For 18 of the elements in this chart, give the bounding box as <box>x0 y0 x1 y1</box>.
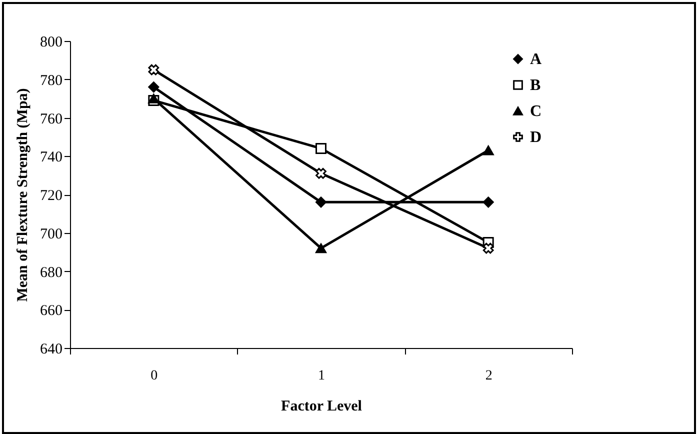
x-axis-title: Factor Level <box>281 398 362 414</box>
y-tick-label: 780 <box>40 72 62 89</box>
y-tick-label: 740 <box>40 150 62 166</box>
y-axis-title: Mean of Flexture Strength (Mpa) <box>15 88 31 302</box>
y-tick-label: 800 <box>40 34 62 50</box>
x-tick-label: 1 <box>318 368 325 384</box>
legend-label: A <box>530 51 542 68</box>
legend-label: D <box>530 129 542 146</box>
legend-label: C <box>530 103 542 120</box>
x-tick-label: 2 <box>485 368 492 384</box>
y-tick-label: 720 <box>40 188 62 204</box>
legend-label: B <box>530 77 541 94</box>
y-tick-label: 760 <box>40 111 62 128</box>
x-tick-label: 0 <box>150 368 158 384</box>
y-tick-label: 640 <box>40 342 62 358</box>
y-tick-label: 680 <box>40 264 62 281</box>
y-tick-label: 700 <box>40 226 62 242</box>
y-tick-label: 660 <box>40 303 62 320</box>
